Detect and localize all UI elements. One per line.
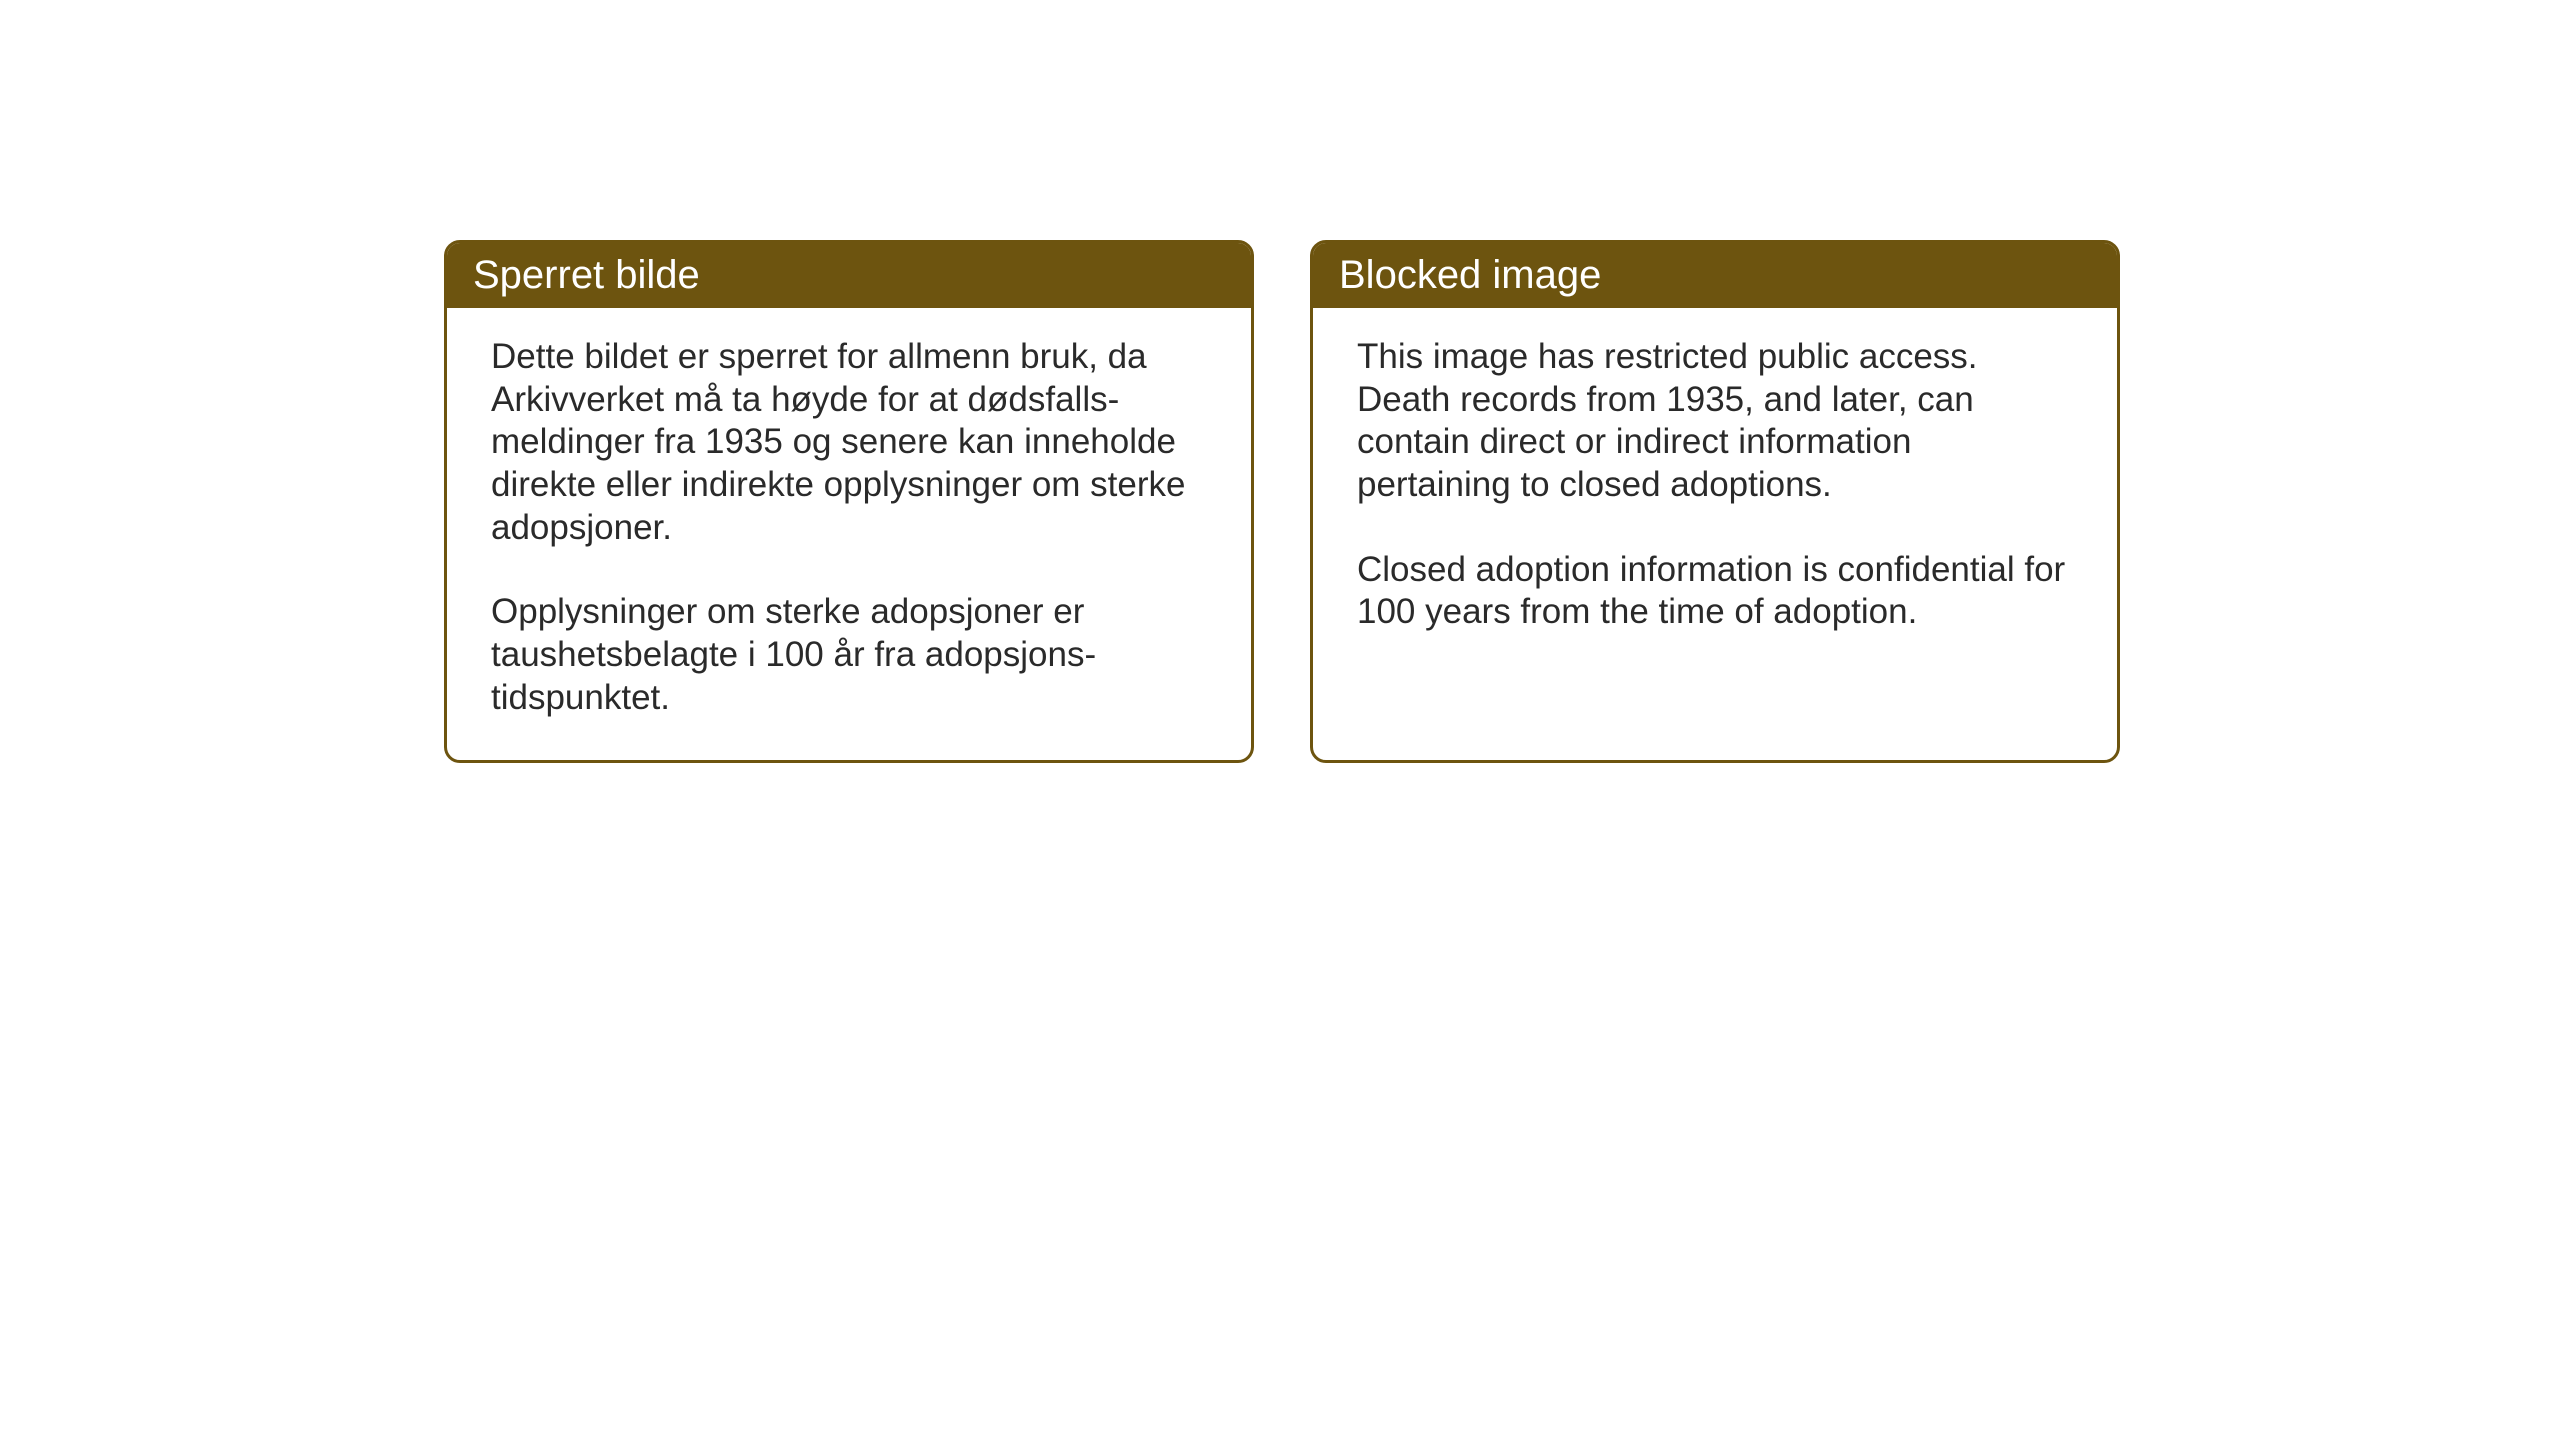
norwegian-paragraph-2: Opplysninger om sterke adopsjoner er tau…	[491, 591, 1207, 719]
english-card-body: This image has restricted public access.…	[1313, 308, 2117, 748]
norwegian-card-body: Dette bildet er sperret for allmenn bruk…	[447, 308, 1251, 760]
english-card-header: Blocked image	[1313, 243, 2117, 308]
norwegian-card-header: Sperret bilde	[447, 243, 1251, 308]
english-paragraph-2: Closed adoption information is confident…	[1357, 549, 2073, 634]
norwegian-card-title: Sperret bilde	[473, 253, 700, 297]
notice-container: Sperret bilde Dette bildet er sperret fo…	[444, 240, 2120, 763]
norwegian-card: Sperret bilde Dette bildet er sperret fo…	[444, 240, 1254, 763]
norwegian-paragraph-1: Dette bildet er sperret for allmenn bruk…	[491, 336, 1207, 549]
english-paragraph-1: This image has restricted public access.…	[1357, 336, 2073, 507]
english-card: Blocked image This image has restricted …	[1310, 240, 2120, 763]
english-card-title: Blocked image	[1339, 253, 1601, 297]
